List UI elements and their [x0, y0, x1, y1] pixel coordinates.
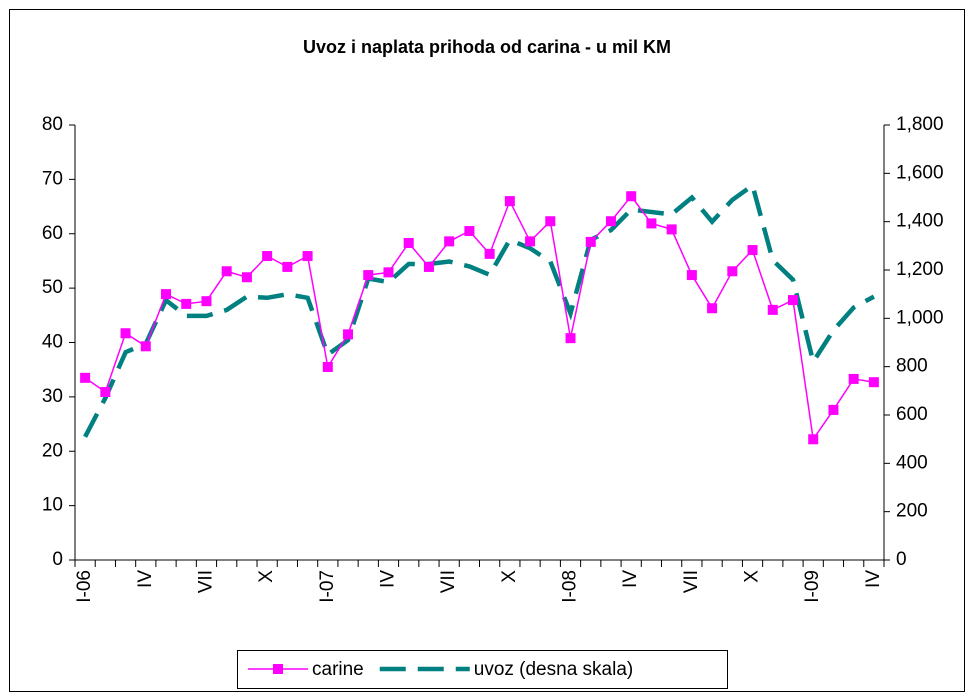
marker [140, 341, 151, 352]
marker [808, 434, 819, 445]
y-tick-label: 0 [52, 549, 63, 570]
marker [322, 361, 333, 372]
marker [464, 226, 475, 237]
marker [343, 329, 354, 340]
marker [383, 267, 394, 278]
legend-marker [273, 664, 283, 674]
marker [545, 216, 556, 227]
marker [302, 251, 313, 262]
y-tick-label: 60 [42, 223, 63, 244]
x-tick-label: IV [620, 570, 641, 588]
x-tick-label: VII [195, 570, 216, 593]
marker [120, 328, 131, 339]
y2-tick-label: 800 [896, 356, 928, 377]
marker [201, 296, 212, 307]
y2-tick-label: 1,000 [896, 307, 944, 328]
marker [828, 404, 839, 415]
x-tick-label: VII [438, 570, 459, 593]
legend-label: carine [312, 659, 364, 680]
y2-tick-label: 1,600 [896, 162, 944, 183]
marker [80, 372, 91, 383]
marker [626, 191, 637, 202]
marker [100, 386, 111, 397]
marker [848, 373, 859, 384]
legend-label: uvoz (desna skala) [474, 659, 633, 680]
chart-frame [9, 9, 965, 692]
x-tick-label: X [742, 570, 763, 583]
marker [868, 377, 879, 388]
marker [403, 237, 414, 248]
x-tick-label: I-09 [802, 570, 823, 603]
y2-tick-label: 1,800 [896, 114, 944, 135]
y2-tick-label: 400 [896, 452, 928, 473]
chart-title: Uvoz i naplata prihoda od carina - u mil… [303, 37, 671, 57]
marker [363, 270, 374, 281]
y2-tick-label: 200 [896, 501, 928, 522]
x-tick-label: I-06 [74, 570, 95, 603]
y2-tick-label: 1,200 [896, 259, 944, 280]
y-tick-label: 40 [42, 332, 63, 353]
marker [484, 248, 495, 259]
x-tick-label: IV [378, 570, 399, 588]
x-tick-label: X [256, 570, 277, 583]
line [84, 194, 875, 442]
y2-tick-label: 0 [896, 549, 907, 570]
y-tick-label: 30 [42, 386, 63, 407]
marker [585, 236, 596, 247]
marker [707, 303, 718, 314]
x-tick-label: IV [135, 570, 156, 588]
marker [525, 236, 536, 247]
marker [262, 251, 273, 262]
y2-tick-label: 1,400 [896, 211, 944, 232]
marker [646, 218, 657, 229]
x-tick-label: I-07 [317, 570, 338, 603]
marker [727, 266, 738, 277]
x-tick-label: VII [681, 570, 702, 593]
marker [747, 245, 758, 256]
y-tick-label: 80 [42, 114, 63, 135]
marker [444, 236, 455, 247]
marker [161, 289, 172, 300]
marker [504, 196, 515, 207]
legend [237, 650, 728, 689]
x-tick-label: I-08 [560, 570, 581, 603]
marker [221, 266, 232, 277]
x-tick-label: IV [863, 570, 884, 588]
x-tick-label: X [499, 570, 520, 583]
marker [605, 216, 616, 227]
y-tick-label: 70 [42, 168, 63, 189]
dashed-line [83, 181, 875, 438]
marker [686, 270, 697, 281]
marker [565, 333, 576, 344]
marker [423, 261, 434, 272]
marker [181, 298, 192, 309]
y-tick-label: 50 [42, 277, 63, 298]
y2-tick-label: 600 [896, 404, 928, 425]
marker [241, 272, 252, 283]
marker [787, 295, 798, 306]
y-tick-label: 10 [42, 495, 63, 516]
y-tick-label: 20 [42, 440, 63, 461]
marker [282, 261, 293, 272]
marker [666, 224, 677, 235]
marker [767, 304, 778, 315]
